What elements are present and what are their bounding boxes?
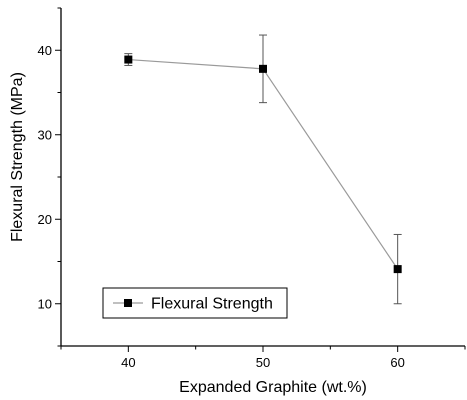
x-tick-label: 60: [390, 355, 404, 370]
y-tick-label: 20: [38, 212, 52, 227]
x-tick-label: 40: [121, 355, 135, 370]
data-point: [124, 55, 133, 64]
x-tick-label: 50: [256, 355, 270, 370]
y-tick-label: 30: [38, 127, 52, 142]
data-point: [259, 64, 267, 73]
legend-label: Flexural Strength: [151, 296, 273, 313]
legend: Flexural Strength: [102, 287, 288, 319]
ticks: 40 50 60 10 20 30 40: [38, 7, 466, 370]
data-point: [393, 265, 402, 274]
x-axis-title: Expanded Graphite (wt.%): [179, 379, 367, 396]
y-tick-label: 40: [38, 43, 52, 58]
legend-marker: [124, 299, 132, 307]
y-axis-title: Flexural Strength (MPa): [9, 72, 26, 242]
y-tick-label: 10: [38, 296, 52, 311]
series: [124, 34, 402, 305]
